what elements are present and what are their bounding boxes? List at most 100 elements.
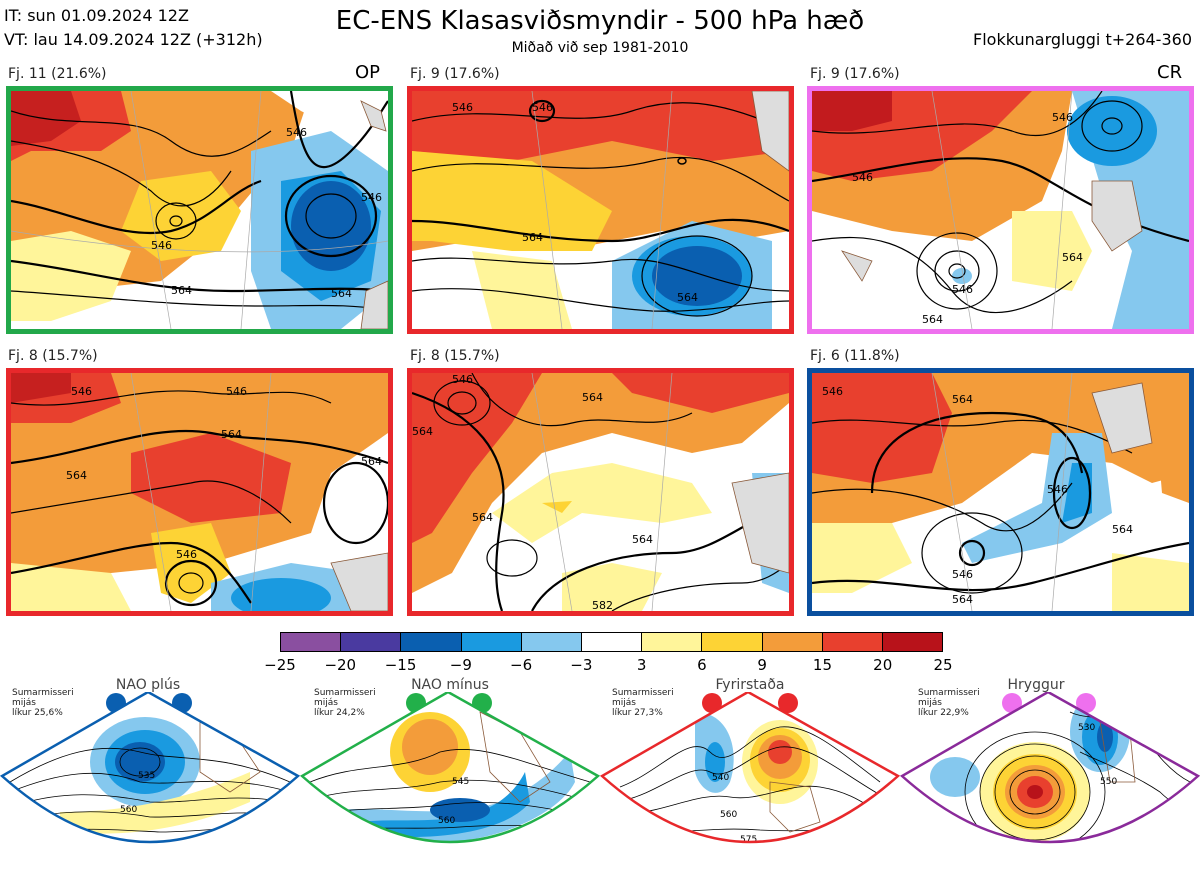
contour-label: 564 — [1112, 523, 1133, 536]
cluster-map-5: 564 564 564 564 546 582 — [407, 368, 794, 616]
issue-time: IT: sun 01.09.2024 12Z — [4, 6, 189, 25]
contour-label: 546 — [151, 239, 172, 252]
contour-label: 575 — [448, 848, 465, 858]
contour-label: 564 — [922, 313, 943, 326]
contour-label: 560 — [720, 810, 737, 820]
contour-label: 550 — [1100, 777, 1117, 787]
colorbar-swatch — [882, 633, 943, 651]
panel-3-tag: CR — [1157, 62, 1183, 83]
cluster-map-2: 564 564 546 546 — [407, 86, 794, 334]
panel-1-tag: OP — [355, 62, 381, 83]
contour-label: 546 — [532, 101, 553, 114]
contour-label: 546 — [176, 548, 197, 561]
contour-label: 546 — [952, 568, 973, 581]
contour-label: 545 — [452, 777, 469, 787]
classification-window: Flokkunargluggi t+264-360 — [973, 30, 1192, 49]
forecast-times: IT: sun 01.09.2024 12Z VT: lau 14.09.202… — [4, 4, 263, 52]
regime-4-marker — [1076, 693, 1096, 713]
regime-1-map: 535 560 — [0, 692, 300, 844]
colorbar-swatch — [642, 633, 703, 651]
contour-label: 575 — [740, 835, 757, 845]
colorbar-swatch — [581, 633, 643, 651]
colorbar-swatch — [461, 633, 522, 651]
cluster-map-1: 546 564 564 546 546 — [6, 86, 393, 334]
contour-label: 564 — [472, 511, 493, 524]
colorbar-tick-label: −9 — [449, 656, 472, 674]
contour-label: 560 — [438, 816, 455, 826]
panel-5-label: Fj. 8 (15.7%) — [410, 348, 500, 364]
contour-label: 564 — [221, 428, 242, 441]
contour-label: 546 — [822, 385, 843, 398]
colorbar-swatch — [762, 633, 823, 651]
contour-label: 564 — [66, 469, 87, 482]
colorbar-swatch — [341, 633, 402, 651]
panel-2-label: Fj. 9 (17.6%) — [410, 66, 500, 82]
colorbar — [280, 632, 943, 652]
colorbar-tick-label: 6 — [697, 656, 707, 674]
colorbar-tick-label: 3 — [636, 656, 647, 674]
contour-label: 546 — [226, 385, 247, 398]
contour-label: 546 — [852, 171, 873, 184]
contour-label: 535 — [138, 771, 155, 781]
colorbar-swatch — [281, 633, 342, 651]
contour-label: 546 — [952, 283, 973, 296]
contour-label: 564 — [582, 391, 603, 404]
colorbar-swatch — [521, 633, 582, 651]
regime-4-info: Sumarmisseri mijás líkur 22,9% — [918, 688, 980, 718]
contour-label: 530 — [1078, 723, 1095, 733]
colorbar-tick-label: −25 — [264, 656, 296, 674]
colorbar-tick-label: −15 — [384, 656, 417, 674]
contour-label: 546 — [361, 191, 382, 204]
colorbar-tick-label: −3 — [570, 656, 593, 674]
valid-time: VT: lau 14.09.2024 12Z (+312h) — [4, 30, 263, 49]
cluster-map-3: 546 564 546 564 546 — [807, 86, 1194, 334]
regime-2-info: Sumarmisseri mijás líkur 24,2% — [314, 688, 376, 718]
regime-2-title: NAO mínus — [411, 677, 489, 693]
regime-3-marker — [702, 693, 722, 713]
colorbar-tick-label: 15 — [812, 656, 832, 674]
regime-1-info: Sumarmisseri mijás líkur 25,6% — [12, 688, 74, 718]
regime-1-title: NAO plús — [115, 677, 181, 693]
contour-label: 546 — [452, 373, 473, 386]
panel-6-label: Fj. 6 (11.8%) — [810, 348, 900, 364]
contour-label: 546 — [1052, 111, 1073, 124]
colorbar-tick-label: −20 — [324, 656, 357, 674]
panel-1-label: Fj. 11 (21.6%) — [8, 66, 107, 82]
page-title: EC-ENS Klasasviðsmyndir - 500 hPa hæð — [335, 6, 865, 36]
colorbar-tick-label: 25 — [933, 656, 953, 674]
colorbar-swatch — [822, 633, 883, 651]
regime-3-map: 540 560 575 — [600, 692, 900, 845]
panel-3-label: Fj. 9 (17.6%) — [810, 66, 900, 82]
panel-4-label: Fj. 8 (15.7%) — [8, 348, 98, 364]
contour-label: 564 — [412, 425, 433, 438]
contour-label: 564 — [952, 593, 973, 606]
colorbar-swatch — [401, 633, 462, 651]
contour-label: 564 — [361, 455, 382, 468]
contour-label: 564 — [632, 533, 653, 546]
regime-3-info: Sumarmisseri mijás líkur 27,3% — [612, 688, 674, 718]
regime-4-marker — [1002, 693, 1022, 713]
regime-2-map: 545 560 575 — [300, 692, 600, 858]
colorbar-swatch — [702, 633, 763, 651]
contour-label: 564 — [331, 287, 352, 300]
contour-label: 564 — [677, 291, 698, 304]
contour-label: 564 — [1062, 251, 1083, 264]
colorbar-tick-label: −6 — [510, 656, 533, 674]
contour-label: 540 — [712, 773, 729, 783]
regime-4-map: 530 550 575 — [900, 692, 1200, 847]
contour-label: 546 — [452, 101, 473, 114]
regime-3-title: Fyrirstaða — [715, 677, 785, 693]
contour-label: 564 — [952, 393, 973, 406]
contour-label: 560 — [120, 805, 137, 815]
regime-3-marker — [778, 693, 798, 713]
cluster-map-4: 546 564 564 564 546 546 — [6, 368, 393, 616]
contour-label: 582 — [592, 599, 613, 611]
contour-label: 546 — [71, 385, 92, 398]
colorbar-tick-label: 9 — [757, 656, 767, 674]
regime-4-title: Hryggur — [1007, 677, 1065, 693]
page-subtitle: Miðað við sep 1981-2010 — [511, 40, 689, 56]
contour-label: 575 — [1095, 837, 1112, 847]
cluster-map-6: 564 546 546 564 546 564 — [807, 368, 1194, 616]
colorbar-tick-label: 20 — [873, 656, 893, 674]
contour-label: 546 — [1047, 483, 1068, 496]
